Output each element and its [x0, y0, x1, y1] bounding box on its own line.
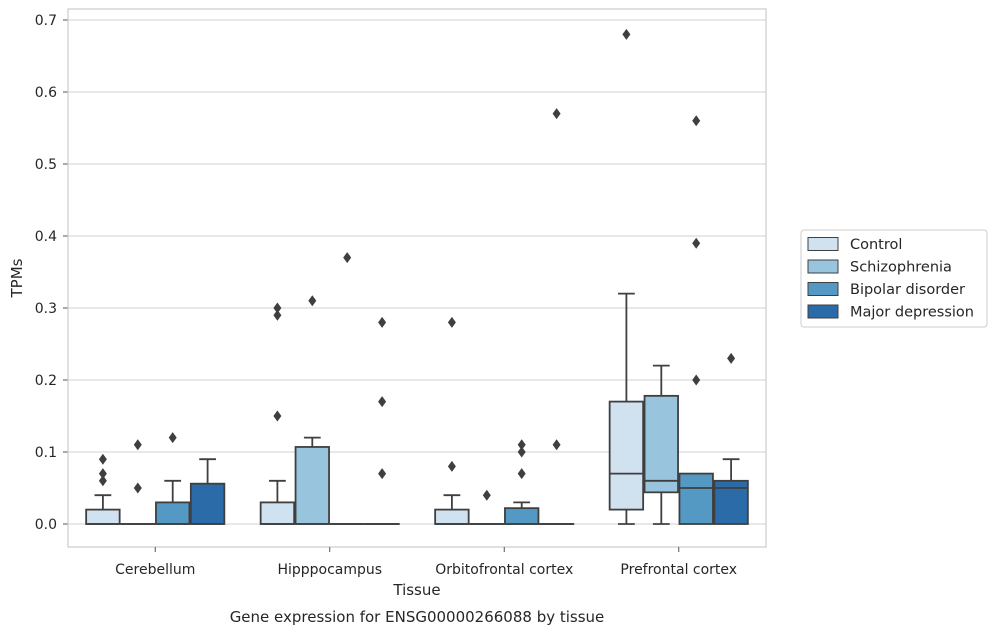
legend-swatch [807, 237, 839, 251]
box-body [294, 446, 330, 525]
box-body [643, 394, 679, 494]
outlier-point [168, 432, 177, 444]
box-body [189, 482, 226, 525]
box-hipppocampus-schizophrenia [294, 295, 330, 525]
outlier-point [692, 374, 701, 386]
legend-swatch [807, 259, 839, 274]
box-orbitofrontal-cortex-major-depression [538, 108, 575, 525]
chart-caption: Gene expression for ENSG00000266088 by t… [230, 608, 605, 626]
box-orbitofrontal-cortex-schizophrenia [469, 489, 505, 525]
outlier-point [378, 316, 387, 328]
box-prefrontal-cortex-major-depression [713, 352, 749, 525]
legend-label: Major depression [850, 305, 974, 321]
box-body [434, 508, 470, 525]
box-plots [85, 28, 749, 525]
x-tick-label: Prefrontal cortex [620, 562, 737, 578]
box-cerebellum-major-depression [189, 458, 226, 525]
box-hipppocampus-bipolar-disorder [329, 252, 365, 525]
box-prefrontal-cortex-bipolar-disorder [678, 115, 714, 525]
outlier-point [517, 439, 526, 451]
x-tick-label: Orbitofrontal cortex [435, 562, 573, 578]
y-axis-label: TPMs [8, 258, 26, 298]
outlier-point [378, 468, 387, 480]
box-prefrontal-cortex-control [608, 28, 645, 525]
box-cerebellum-bipolar-disorder [155, 432, 191, 525]
outlier-point [622, 28, 631, 40]
box-orbitofrontal-cortex-control [434, 316, 470, 525]
box-hipppocampus-major-depression [364, 316, 400, 525]
outlier-point [692, 115, 701, 127]
box-body [85, 508, 121, 525]
legend-swatch [807, 282, 839, 296]
outlier-point [447, 460, 456, 472]
legend-label: Control [850, 237, 902, 253]
x-axis-label: Tissue [392, 581, 440, 599]
legend: Control Schizophrenia Bipolar disorder Majo… [800, 229, 988, 328]
box-body [608, 400, 645, 511]
outlier-point [98, 468, 107, 480]
y-tick-label: 0.6 [35, 85, 57, 101]
box-cerebellum-schizophrenia [120, 439, 156, 525]
legend-label: Bipolar disorder [850, 282, 965, 298]
box-hipppocampus-control [259, 302, 296, 525]
y-tick-label: 0.2 [35, 373, 57, 389]
outlier-point [343, 252, 352, 264]
outlier-point [133, 482, 142, 494]
box-cerebellum-control [85, 453, 121, 525]
grid-lines [68, 19, 766, 525]
plot-frame [67, 8, 767, 548]
y-tick-label: 0.5 [35, 157, 57, 173]
outlier-point [273, 410, 282, 422]
legend-swatch [807, 304, 839, 319]
outlier-point [552, 439, 561, 451]
outlier-point [273, 302, 282, 314]
box-orbitofrontal-cortex-bipolar-disorder [504, 439, 540, 525]
outlier-point [378, 396, 387, 408]
legend-label: Schizophrenia [850, 260, 952, 276]
legend-frame [800, 229, 988, 328]
box-prefrontal-cortex-schizophrenia [643, 364, 679, 525]
box-body [504, 507, 540, 525]
y-tick-label: 0.1 [35, 445, 57, 461]
box-body [155, 501, 191, 525]
outlier-point [273, 309, 282, 321]
outlier-point [98, 453, 107, 465]
y-tick-label: 0.3 [35, 301, 57, 317]
x-tick-label: Cerebellum [115, 562, 195, 578]
outlier-point [447, 316, 456, 328]
outlier-point [692, 237, 701, 249]
box-body [678, 472, 714, 525]
outlier-point [133, 439, 142, 451]
box-body [259, 501, 296, 525]
x-axis-ticks: Cerebellum Hipppocampus Orbitofrontal cort… [115, 547, 737, 578]
y-tick-label: 0.4 [35, 229, 57, 245]
outlier-point [552, 108, 561, 120]
x-tick-label: Hipppocampus [277, 562, 382, 578]
outlier-point [727, 352, 736, 364]
y-tick-label: 0.7 [35, 13, 57, 29]
outlier-point [517, 446, 526, 458]
outlier-point [98, 475, 107, 487]
outlier-point [517, 468, 526, 480]
y-axis-ticks: 0.0 0.1 0.2 0.3 0.4 0.5 0.6 0.7 [35, 13, 68, 533]
outlier-point [482, 489, 491, 501]
y-tick-label: 0.0 [35, 517, 57, 533]
outlier-point [308, 295, 317, 307]
